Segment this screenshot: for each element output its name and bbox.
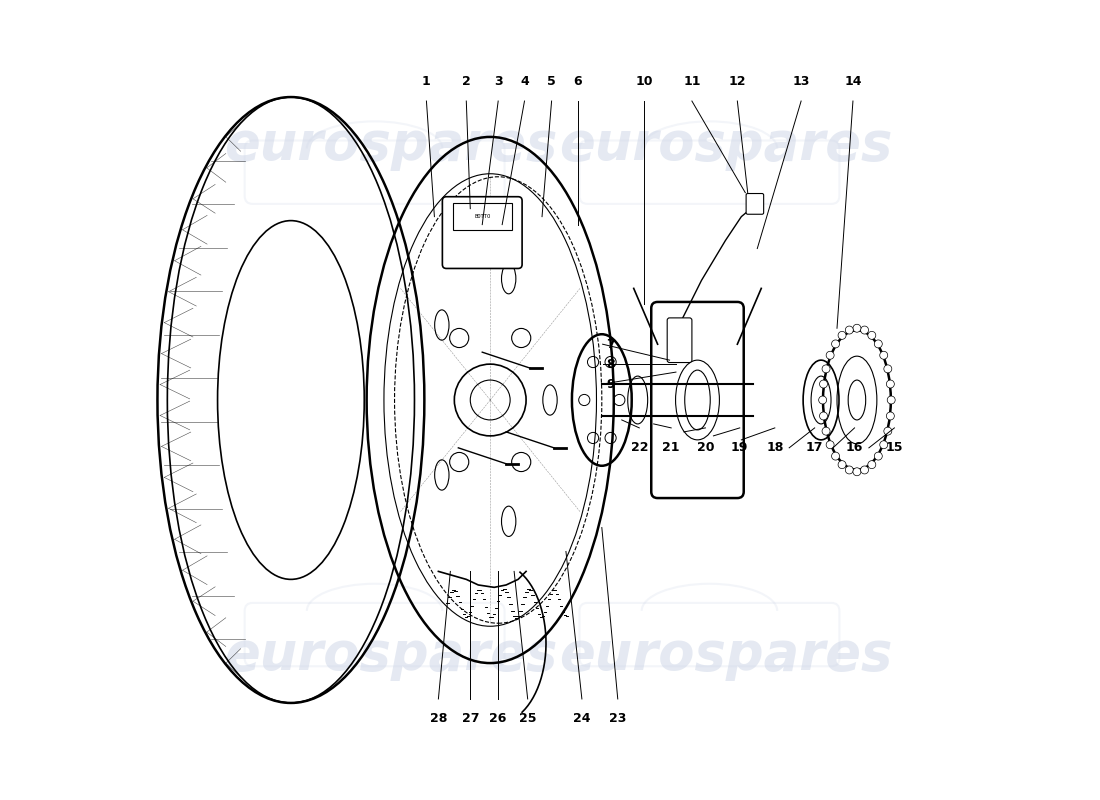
Text: 3: 3 xyxy=(494,74,503,88)
Circle shape xyxy=(888,396,895,404)
Circle shape xyxy=(860,466,869,474)
Circle shape xyxy=(818,396,826,404)
Circle shape xyxy=(822,427,830,435)
Circle shape xyxy=(845,466,854,474)
Circle shape xyxy=(838,331,846,339)
Circle shape xyxy=(880,351,888,359)
Text: 4: 4 xyxy=(520,74,529,88)
Circle shape xyxy=(852,324,861,332)
Text: 27: 27 xyxy=(462,712,478,726)
Circle shape xyxy=(874,340,882,348)
Circle shape xyxy=(832,452,839,460)
FancyBboxPatch shape xyxy=(668,318,692,362)
FancyBboxPatch shape xyxy=(442,197,522,269)
Text: 16: 16 xyxy=(846,442,864,454)
Text: 9: 9 xyxy=(606,378,615,390)
Circle shape xyxy=(883,427,892,435)
Text: eurospares: eurospares xyxy=(559,629,892,681)
Text: eurospares: eurospares xyxy=(559,119,892,171)
Text: 17: 17 xyxy=(806,442,824,454)
Text: 15: 15 xyxy=(886,442,903,454)
FancyBboxPatch shape xyxy=(651,302,744,498)
Circle shape xyxy=(826,351,834,359)
Text: 21: 21 xyxy=(662,442,680,454)
Circle shape xyxy=(887,412,894,420)
Circle shape xyxy=(880,441,888,449)
Text: 20: 20 xyxy=(696,442,714,454)
Text: 26: 26 xyxy=(490,712,507,726)
Text: 11: 11 xyxy=(683,74,701,88)
Text: 1: 1 xyxy=(422,74,431,88)
Text: 23: 23 xyxy=(609,712,627,726)
Circle shape xyxy=(883,365,892,373)
Text: 22: 22 xyxy=(630,442,648,454)
FancyBboxPatch shape xyxy=(746,194,763,214)
Circle shape xyxy=(860,326,869,334)
Circle shape xyxy=(822,365,830,373)
Text: 7: 7 xyxy=(606,338,615,350)
Circle shape xyxy=(820,380,827,388)
Text: 2: 2 xyxy=(462,74,471,88)
Circle shape xyxy=(832,340,839,348)
Text: 12: 12 xyxy=(728,74,746,88)
Circle shape xyxy=(826,441,834,449)
Circle shape xyxy=(868,331,876,339)
Text: 6: 6 xyxy=(573,74,582,88)
Text: 14: 14 xyxy=(844,74,861,88)
Text: 19: 19 xyxy=(732,442,748,454)
Circle shape xyxy=(852,468,861,476)
Text: 28: 28 xyxy=(430,712,447,726)
Circle shape xyxy=(868,461,876,469)
Text: 13: 13 xyxy=(792,74,810,88)
Circle shape xyxy=(838,461,846,469)
Text: 24: 24 xyxy=(573,712,591,726)
FancyBboxPatch shape xyxy=(453,203,512,230)
Text: 25: 25 xyxy=(519,712,537,726)
Text: eurospares: eurospares xyxy=(224,119,558,171)
Text: BOTTO: BOTTO xyxy=(474,214,491,219)
Circle shape xyxy=(845,326,854,334)
Text: 18: 18 xyxy=(766,442,783,454)
Text: 8: 8 xyxy=(606,358,615,370)
Text: eurospares: eurospares xyxy=(224,629,558,681)
Circle shape xyxy=(874,452,882,460)
Text: 10: 10 xyxy=(636,74,652,88)
Text: 5: 5 xyxy=(547,74,556,88)
Circle shape xyxy=(820,412,827,420)
Circle shape xyxy=(887,380,894,388)
